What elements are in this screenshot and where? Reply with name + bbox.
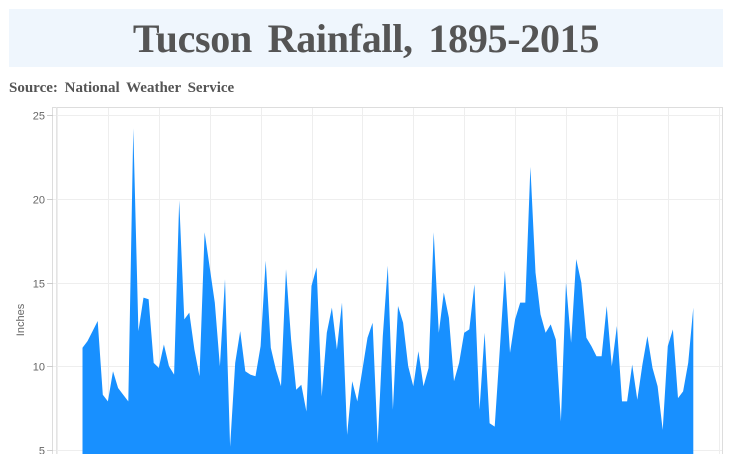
y-axis-title: Inches <box>15 303 27 336</box>
y-tick-label: 25 <box>33 111 45 123</box>
plot-frame <box>52 107 723 454</box>
chart-title: Tucson Rainfall, 1895-2015 <box>132 15 600 61</box>
title-banner: Tucson Rainfall, 1895-2015 <box>9 9 723 67</box>
chart-source: Source: National Weather Service <box>9 80 235 96</box>
y-tick-label: 10 <box>33 362 45 374</box>
y-tick-label: 5 <box>39 446 45 454</box>
y-axis-ticks: 25 20 15 10 5 <box>33 111 53 454</box>
y-tick-label: 20 <box>33 195 45 207</box>
rainfall-area <box>82 128 694 454</box>
y-tick-label: 15 <box>33 279 45 291</box>
